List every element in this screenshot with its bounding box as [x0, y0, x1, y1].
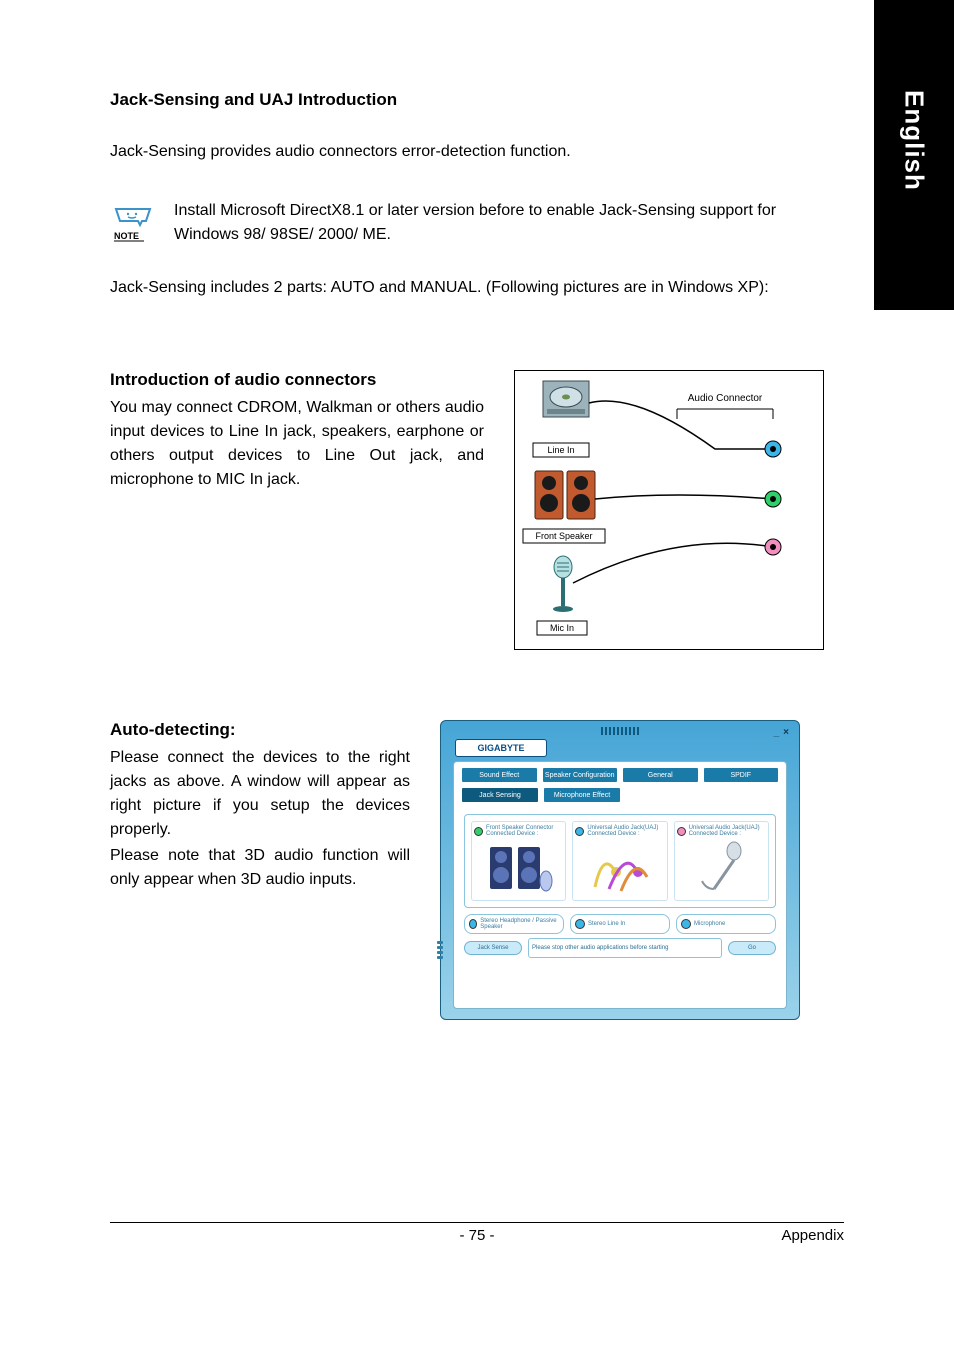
section-3-title: Auto-detecting:: [110, 720, 410, 740]
svg-text:Audio Connector: Audio Connector: [688, 393, 763, 404]
chip-dot-icon: [575, 919, 585, 929]
svg-text:Mic In: Mic In: [550, 623, 574, 633]
close-icon[interactable]: ×: [783, 727, 789, 738]
window-controls[interactable]: _ ×: [774, 727, 789, 738]
note-block: NOTE Install Microsoft DirectX8.1 or lat…: [110, 199, 824, 248]
section-2-body: You may connect CDROM, Walkman or others…: [110, 396, 484, 492]
intro-text: Jack-Sensing provides audio connectors e…: [110, 140, 824, 164]
cell-sub-2: Connected Device :: [689, 831, 766, 837]
cell-front-speaker: Front Speaker Connector Connected Device…: [471, 821, 566, 901]
side-knobs: [437, 941, 443, 959]
section-3: Auto-detecting: Please connect the devic…: [110, 720, 824, 1020]
device-panel: Front Speaker Connector Connected Device…: [464, 814, 776, 908]
cell-uaj-1: Universal Audio Jack(UAJ) Connected Devi…: [572, 821, 667, 901]
page-content: Jack-Sensing and UAJ Introduction Jack-S…: [110, 90, 824, 1020]
tab-row-1: Sound Effect Speaker Configuration Gener…: [454, 762, 786, 788]
section-2-text: Introduction of audio connectors You may…: [110, 370, 484, 492]
bottom-row: Jack Sense Please stop other audio appli…: [464, 938, 776, 958]
note-icon: NOTE: [110, 199, 156, 248]
chip-linein[interactable]: Stereo Line In: [570, 914, 670, 934]
window-handle: [601, 727, 639, 735]
tab-sound-effect[interactable]: Sound Effect: [462, 768, 537, 782]
chip-headphone[interactable]: Stereo Headphone / Passive Speaker: [464, 914, 564, 934]
tab-row-2: Jack Sensing Microphone Effect: [454, 788, 786, 808]
screenshot-body: Sound Effect Speaker Configuration Gener…: [453, 761, 787, 1009]
jack-dot-pink: [677, 827, 686, 836]
chip-label-1: Stereo Line In: [588, 921, 625, 927]
tab-general[interactable]: General: [623, 768, 698, 782]
section-3-text: Auto-detecting: Please connect the devic…: [110, 720, 410, 892]
jack-sense-button[interactable]: Jack Sense: [464, 941, 522, 955]
svg-text:Line In: Line In: [547, 445, 574, 455]
brand-logo: GIGABYTE: [455, 739, 547, 757]
language-label: English: [899, 90, 930, 191]
svg-text:NOTE: NOTE: [114, 231, 139, 241]
section-3-body2: Please note that 3D audio function will …: [110, 844, 410, 892]
page-footer: - 75 - Appendix: [110, 1222, 844, 1244]
chip-row: Stereo Headphone / Passive Speaker Stere…: [464, 914, 776, 934]
svg-text:Front Speaker: Front Speaker: [535, 531, 592, 541]
cell-uaj-2: Universal Audio Jack(UAJ) Connected Devi…: [674, 821, 769, 901]
tab-jack-sensing[interactable]: Jack Sensing: [462, 788, 538, 802]
cell-sub-0: Connected Device :: [486, 831, 563, 837]
jack-dot-blue: [575, 827, 584, 836]
jack-sensing-screenshot: _ × GIGABYTE Sound Effect Speaker Config…: [440, 720, 800, 1020]
go-button[interactable]: Go: [728, 941, 776, 955]
chip-mic[interactable]: Microphone: [676, 914, 776, 934]
section-title-1: Jack-Sensing and UAJ Introduction: [110, 90, 824, 110]
page-number: - 75 -: [190, 1227, 764, 1244]
section-2: Introduction of audio connectors You may…: [110, 370, 824, 650]
section-3-body1: Please connect the devices to the right …: [110, 746, 410, 842]
tab-speaker-config[interactable]: Speaker Configuration: [543, 768, 618, 782]
chip-dot-icon: [681, 919, 691, 929]
chip-dot-icon: [469, 919, 477, 929]
section-2-title: Introduction of audio connectors: [110, 370, 484, 390]
parts-text: Jack-Sensing includes 2 parts: AUTO and …: [110, 276, 824, 300]
jack-dot-green: [474, 827, 483, 836]
tab-mic-effect[interactable]: Microphone Effect: [544, 788, 620, 802]
note-text: Install Microsoft DirectX8.1 or later ve…: [174, 199, 824, 247]
cell-img-cables: [575, 839, 664, 897]
cell-img-speakers: [474, 839, 563, 897]
audio-connector-diagram: Audio Connector Line In: [514, 370, 824, 650]
language-tab: English: [874, 0, 954, 310]
chip-label-0: Stereo Headphone / Passive Speaker: [480, 918, 559, 930]
chip-label-2: Microphone: [694, 921, 725, 927]
footer-section: Appendix: [764, 1227, 844, 1244]
minimize-icon[interactable]: _: [774, 727, 780, 738]
cell-img-mic: [677, 839, 766, 897]
warning-text: Please stop other audio applications bef…: [528, 938, 722, 958]
tab-spdif[interactable]: SPDIF: [704, 768, 779, 782]
cell-sub-1: Connected Device :: [587, 831, 664, 837]
